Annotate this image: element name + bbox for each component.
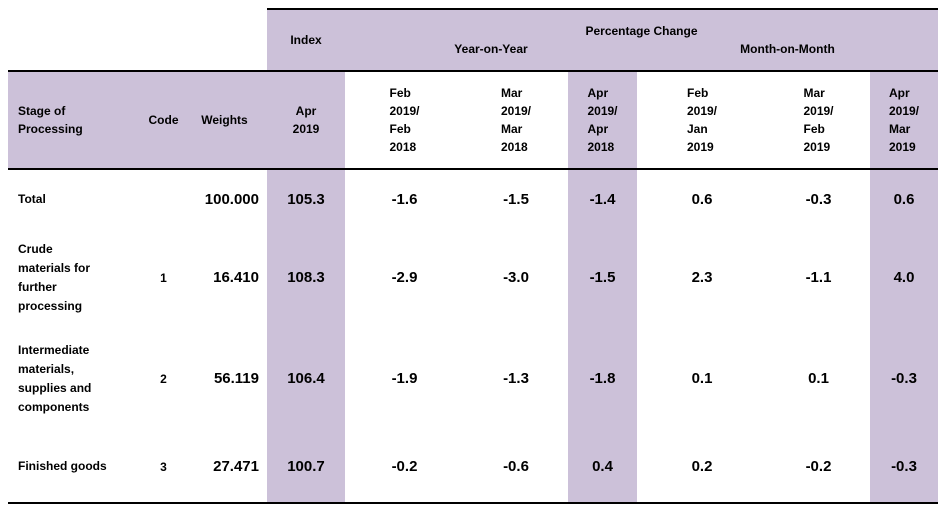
group-header-row: Index Percentage Change Year-on-Year Mon… [8,8,938,71]
yoy-apr-cell: -1.4 [568,169,637,229]
yoy-apr-cell: -1.8 [568,326,637,431]
percentage-change-label: Percentage Change [585,24,698,38]
col-header-yoy-apr-label: Apr 2019/ Apr 2018 [587,86,618,154]
col-header-code: Code [145,70,182,170]
yoy-feb-cell: -0.2 [345,431,464,504]
table-row-crude-materials: Crude materials for further processing 1… [8,229,938,326]
col-header-mom-mar: Mar 2019/ Feb 2019 [767,70,870,170]
col-header-mom-mar-label: Mar 2019/ Feb 2019 [803,86,834,154]
index-apr-2019-cell: 106.4 [267,326,345,431]
mom-feb-cell: 2.3 [691,269,713,286]
percentage-change-subgroups: Year-on-Year Month-on-Month [345,41,938,57]
col-header-weights: Weights [182,70,267,170]
code-cell: 1 [160,270,167,285]
yoy-feb-cell: -1.6 [391,191,418,208]
code-cell [145,169,182,229]
mom-feb-cell: 0.1 [691,370,713,387]
weights-cell: 100.000 [204,191,259,208]
index-apr-2019-cell: 108.3 [267,229,345,326]
mom-apr-cell: 4.0 [870,229,938,326]
mom-mar-cell: 0.1 [808,370,829,387]
yoy-feb-cell: -2.9 [391,269,418,286]
yoy-apr-cell: 0.4 [568,431,637,504]
col-header-mom-apr-label: Apr 2019/ Mar 2019 [888,86,920,154]
col-header-yoy-feb: Feb 2019/ Feb 2018 [345,70,464,170]
stage-cell: Finished goods [8,431,145,504]
mom-feb-cell: 0.6 [691,191,713,208]
table-row-finished-goods: Finished goods 3 27.471 100.7 -0.2 -0.6 … [8,431,938,504]
col-header-yoy-apr: Apr 2019/ Apr 2018 [568,70,637,170]
col-header-weights-label: Weights [201,113,248,127]
yoy-mar-cell: -1.5 [503,191,529,208]
code-cell: 2 [160,371,167,386]
col-header-yoy-feb-label: Feb 2019/ Feb 2018 [389,86,420,154]
index-apr-2019-cell: 105.3 [267,169,345,229]
stage-cell: Total [18,192,46,206]
weights-cell: 16.410 [213,269,259,286]
table-row-intermediate-materials: Intermediate materials, supplies and com… [8,326,938,431]
stage-cell: Intermediate materials, supplies and com… [18,342,92,414]
mom-feb-cell: 0.2 [637,431,767,504]
ppi-table: Index Percentage Change Year-on-Year Mon… [8,8,938,504]
percentage-change-group-header: Percentage Change Year-on-Year Month-on-… [345,8,938,71]
mom-apr-cell: -0.3 [870,326,938,431]
mom-mar-cell: -0.3 [805,191,832,208]
col-header-index-apr-2019-label: Apr 2019 [292,104,320,136]
blank-corner [8,9,267,71]
code-cell: 3 [145,431,182,504]
index-apr-2019-cell: 100.7 [267,431,345,504]
mom-apr-cell: 0.6 [870,169,938,229]
yoy-mar-cell: -1.3 [503,370,529,387]
month-on-month-label: Month-on-Month [740,42,835,56]
yoy-mar-cell: -0.6 [464,431,568,504]
index-group-header: Index [267,8,345,71]
mom-apr-cell: -0.3 [870,431,938,504]
yoy-mar-cell: -3.0 [503,269,529,286]
year-on-year-label: Year-on-Year [454,42,528,56]
col-header-mom-apr: Apr 2019/ Mar 2019 [870,70,938,170]
weights-cell: 56.119 [213,370,259,387]
col-header-stage-label: Stage of Processing [18,104,83,136]
col-header-stage: Stage of Processing [8,70,145,170]
mom-mar-cell: -1.1 [805,269,832,286]
col-header-mom-feb: Feb 2019/ Jan 2019 [637,70,767,170]
stage-cell: Crude materials for further processing [18,241,91,313]
table-row-total: Total 100.000 105.3 -1.6 -1.5 -1.4 0.6 -… [8,169,938,229]
col-header-index-apr-2019: Apr 2019 [267,70,345,170]
mom-mar-cell: -0.2 [767,431,870,504]
col-header-mom-feb-label: Feb 2019/ Jan 2019 [686,86,718,154]
yoy-feb-cell: -1.9 [391,370,418,387]
col-header-code-label: Code [148,113,179,127]
yoy-apr-cell: -1.5 [568,229,637,326]
weights-cell: 27.471 [182,431,267,504]
column-header-row: Stage of Processing Code Weights Apr 201… [8,70,938,170]
col-header-yoy-mar: Mar 2019/ Mar 2018 [464,70,568,170]
col-header-yoy-mar-label: Mar 2019/ Mar 2018 [500,86,532,154]
